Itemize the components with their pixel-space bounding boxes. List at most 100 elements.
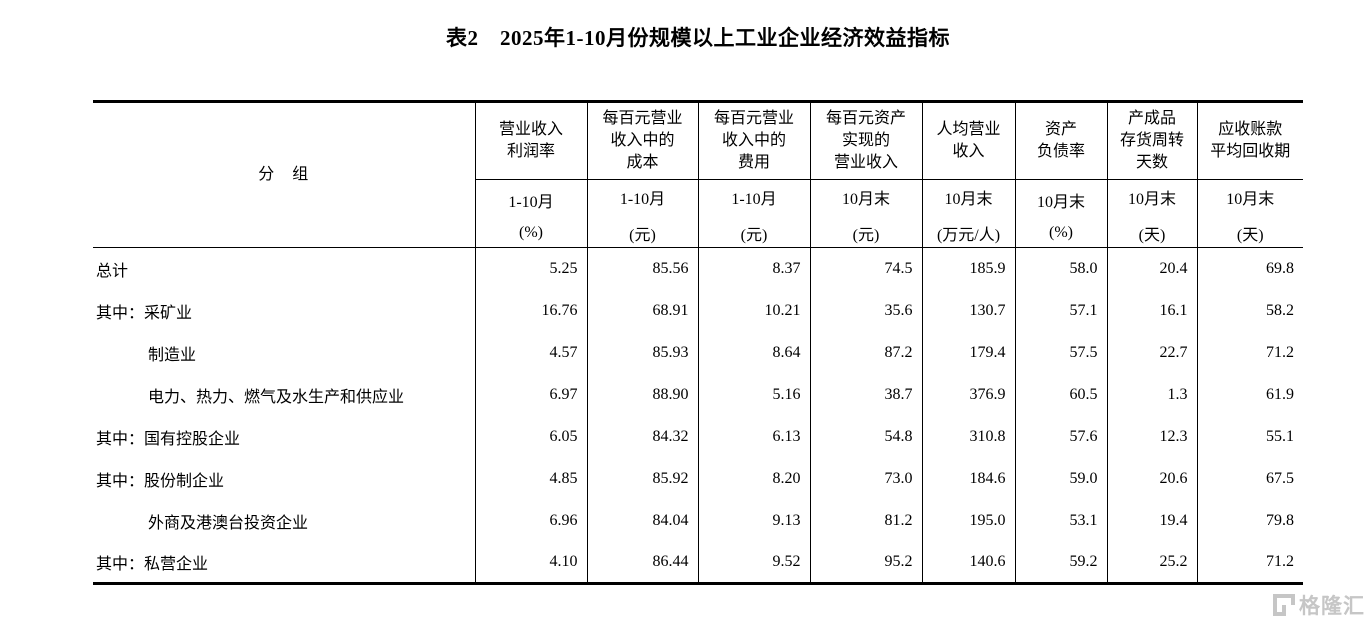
table-row: 其中：股份制企业 4.85 85.92 8.20 73.0 184.6 59.0… — [93, 457, 1303, 500]
value-cell: 140.6 — [921, 541, 1015, 584]
value-cell: 84.32 — [586, 415, 698, 458]
period-unit-cell: 1-10月 (%) — [474, 179, 587, 248]
value-cell: 38.7 — [809, 373, 922, 416]
period-unit-cell: 1-10月 (元) — [697, 179, 810, 248]
column-header: 每百元营业 收入中的 成本 — [586, 101, 698, 180]
column-header: 每百元资产 实现的 营业收入 — [809, 101, 922, 180]
header-title-row: 分 组 营业收入 利润率 每百元营业 收入中的 成本 每百元营业 收入中的 费用… — [93, 101, 1303, 183]
value-cell: 130.7 — [921, 289, 1015, 332]
value-cell: 57.5 — [1014, 331, 1107, 374]
value-cell: 195.0 — [921, 499, 1015, 542]
economic-indicators-table: 分 组 营业收入 利润率 每百元营业 收入中的 成本 每百元营业 收入中的 费用… — [93, 100, 1303, 585]
value-cell: 68.91 — [586, 289, 698, 332]
table-body: 总计 5.25 85.56 8.37 74.5 185.9 58.0 20.4 … — [93, 247, 1303, 584]
value-cell: 179.4 — [921, 331, 1015, 374]
table-row: 电力、热力、燃气及水生产和供应业 6.97 88.90 5.16 38.7 37… — [93, 373, 1303, 416]
value-cell: 85.93 — [586, 331, 698, 374]
table-row: 制造业 4.57 85.93 8.64 87.2 179.4 57.5 22.7… — [93, 331, 1303, 374]
value-cell: 54.8 — [809, 415, 922, 458]
table-row: 其中：国有控股企业 6.05 84.32 6.13 54.8 310.8 57.… — [93, 415, 1303, 458]
value-cell: 185.9 — [921, 247, 1015, 290]
table-row: 外商及港澳台投资企业 6.96 84.04 9.13 81.2 195.0 53… — [93, 499, 1303, 542]
value-cell: 57.6 — [1014, 415, 1107, 458]
column-header: 资产 负债率 — [1014, 101, 1107, 180]
value-cell: 87.2 — [809, 331, 922, 374]
value-cell: 184.6 — [921, 457, 1015, 500]
value-cell: 1.3 — [1106, 373, 1197, 416]
value-cell: 59.2 — [1014, 541, 1107, 584]
table-row: 总计 5.25 85.56 8.37 74.5 185.9 58.0 20.4 … — [93, 247, 1303, 290]
value-cell: 5.25 — [474, 247, 587, 290]
value-cell: 4.85 — [474, 457, 587, 500]
value-cell: 35.6 — [809, 289, 922, 332]
header-period-row: 1-10月 (%) 1-10月 (元) 1-10月 (元) 10月末 (元) 10月末(… — [93, 179, 1303, 248]
value-cell: 6.05 — [474, 415, 587, 458]
value-cell: 71.2 — [1196, 331, 1303, 374]
value-cell: 8.64 — [697, 331, 810, 374]
value-cell: 12.3 — [1106, 415, 1197, 458]
value-cell: 9.52 — [697, 541, 810, 584]
row-label: 电力、热力、燃气及水生产和供应业 — [148, 388, 405, 406]
period-unit-cell: 10月末 (元) — [809, 179, 922, 248]
value-cell: 95.2 — [809, 541, 922, 584]
value-cell: 85.92 — [586, 457, 698, 500]
row-label: 外商及港澳台投资企业 — [148, 514, 309, 532]
value-cell: 20.4 — [1106, 247, 1197, 290]
value-cell: 85.56 — [586, 247, 698, 290]
value-cell: 79.8 — [1196, 499, 1303, 542]
row-label: 其中：国有控股企业 — [96, 430, 241, 448]
value-cell: 71.2 — [1196, 541, 1303, 584]
value-cell: 86.44 — [586, 541, 698, 584]
column-header: 应收账款 平均回收期 — [1196, 101, 1303, 180]
row-label: 其中：私营企业 — [96, 555, 209, 573]
watermark-text: 格隆汇 — [1299, 595, 1365, 618]
value-cell: 57.1 — [1014, 289, 1107, 332]
value-cell: 376.9 — [921, 373, 1015, 416]
value-cell: 73.0 — [809, 457, 922, 500]
value-cell: 20.6 — [1106, 457, 1197, 500]
value-cell: 59.0 — [1014, 457, 1107, 500]
value-cell: 8.37 — [697, 247, 810, 290]
value-cell: 81.2 — [809, 499, 922, 542]
value-cell: 22.7 — [1106, 331, 1197, 374]
period-unit-cell: 1-10月 (元) — [586, 179, 698, 248]
row-label: 其中：采矿业 — [96, 304, 193, 322]
column-header: 产成品 存货周转 天数 — [1106, 101, 1197, 180]
row-label: 其中：股份制企业 — [96, 472, 225, 490]
value-cell: 6.13 — [697, 415, 810, 458]
value-cell: 16.1 — [1106, 289, 1197, 332]
value-cell: 4.10 — [474, 541, 587, 584]
value-cell: 6.97 — [474, 373, 587, 416]
period-unit-cell: 10月末 (%) — [1014, 179, 1107, 248]
row-label: 总计 — [93, 247, 475, 290]
value-cell: 5.16 — [697, 373, 810, 416]
table-row: 其中：采矿业 16.76 68.91 10.21 35.6 130.7 57.1… — [93, 289, 1303, 332]
value-cell: 60.5 — [1014, 373, 1107, 416]
value-cell: 8.20 — [697, 457, 810, 500]
period-unit-cell: 10月末 (天) — [1196, 179, 1303, 248]
value-cell: 53.1 — [1014, 499, 1107, 542]
table-header: 分 组 营业收入 利润率 每百元营业 收入中的 成本 每百元营业 收入中的 费用… — [93, 101, 1303, 248]
column-header: 营业收入 利润率 — [474, 101, 587, 180]
value-cell: 16.76 — [474, 289, 587, 332]
value-cell: 10.21 — [697, 289, 810, 332]
value-cell: 6.96 — [474, 499, 587, 542]
period-unit-cell: 10月末 (天) — [1106, 179, 1197, 248]
value-cell: 19.4 — [1106, 499, 1197, 542]
period-unit-cell: 10月末 (万元/人) — [921, 179, 1015, 248]
page-title: 表2 2025年1-10月份规模以上工业企业经济效益指标 — [446, 26, 950, 50]
value-cell: 25.2 — [1106, 541, 1197, 584]
value-cell: 88.90 — [586, 373, 698, 416]
value-cell: 4.57 — [474, 331, 587, 374]
table-row: 其中：私营企业 4.10 86.44 9.52 95.2 140.6 59.2 … — [93, 541, 1303, 584]
value-cell: 61.9 — [1196, 373, 1303, 416]
value-cell: 310.8 — [921, 415, 1015, 458]
value-cell: 9.13 — [697, 499, 810, 542]
value-cell: 69.8 — [1196, 247, 1303, 290]
group-header-cell: 分 组 — [258, 166, 310, 183]
gelonghui-watermark: 格隆汇 — [1273, 590, 1365, 620]
row-label: 制造业 — [148, 346, 197, 364]
value-cell: 58.2 — [1196, 289, 1303, 332]
column-header: 人均营业 收入 — [921, 101, 1015, 180]
